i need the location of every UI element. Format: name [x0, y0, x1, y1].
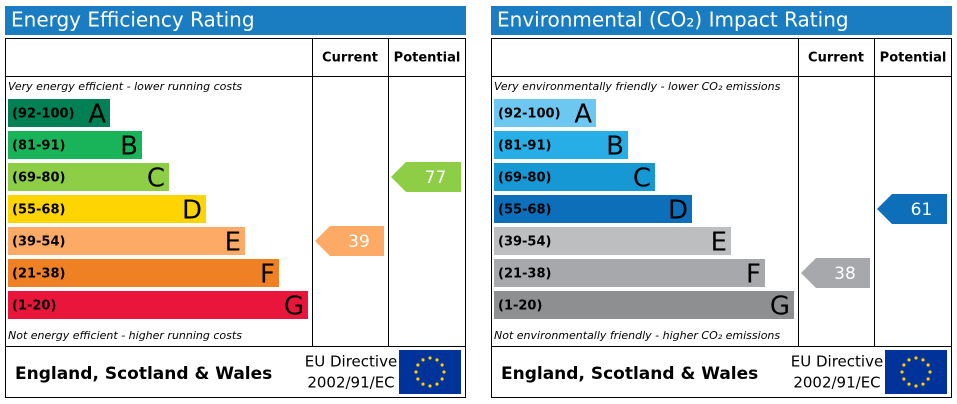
eu-star: [921, 382, 925, 386]
band: [8, 227, 245, 255]
rating-value: 77: [425, 168, 447, 188]
eu-star: [421, 358, 425, 362]
eu-star: [900, 370, 904, 374]
band-letter: E: [711, 228, 727, 258]
band: [8, 195, 206, 223]
band-letter: A: [88, 100, 106, 130]
band-letter: C: [147, 164, 165, 194]
eu-star: [914, 356, 918, 360]
title: Energy Efficiency Rating: [11, 8, 255, 32]
title-bar: [491, 6, 952, 35]
band-range: (21-38): [498, 267, 551, 282]
eu-star: [428, 356, 432, 360]
band-range: (39-54): [12, 235, 65, 250]
rating-value: 39: [348, 232, 370, 252]
eu-star: [921, 358, 925, 362]
band: [8, 131, 142, 159]
eu-star: [440, 363, 444, 367]
band-letter: B: [120, 132, 138, 162]
band: [494, 195, 692, 223]
directive: EU Directive: [791, 353, 883, 371]
column-header: Current: [322, 51, 378, 66]
band-letter: A: [574, 100, 592, 130]
band-range: (1-20): [12, 299, 56, 314]
rating-value: 38: [834, 264, 856, 284]
band-range: (92-100): [498, 107, 561, 122]
title-bar: [5, 6, 466, 35]
band-range: (92-100): [12, 107, 75, 122]
frame: [5, 38, 466, 398]
band-letter: E: [225, 228, 241, 258]
band-letter: B: [606, 132, 624, 162]
column-header: Potential: [394, 51, 461, 66]
band-range: (81-91): [498, 139, 551, 154]
rating-arrow: [315, 226, 384, 256]
band: [8, 259, 279, 287]
band: [494, 291, 794, 319]
directive: 2002/91/EC: [307, 374, 394, 392]
band-range: (1-20): [498, 299, 542, 314]
frame: [491, 38, 952, 398]
band-range: (81-91): [12, 139, 65, 154]
band: [494, 259, 765, 287]
eu-star: [416, 363, 420, 367]
eu-star: [442, 370, 446, 374]
band-range: (55-68): [12, 203, 65, 218]
band: [494, 99, 596, 127]
rating-value: 61: [911, 200, 933, 220]
eu-star: [926, 377, 930, 381]
eu-star: [907, 382, 911, 386]
eu-star: [914, 384, 918, 388]
rating-arrow: [877, 194, 947, 224]
column-header: Potential: [880, 51, 947, 66]
band-letter: D: [182, 196, 202, 226]
directive: 2002/91/EC: [793, 374, 880, 392]
band-range: (69-80): [12, 171, 65, 186]
region: England, Scotland & Wales: [15, 364, 272, 384]
eu-star: [435, 382, 439, 386]
band: [494, 227, 731, 255]
bottom-note: Not environmentally friendly - higher CO…: [494, 329, 780, 342]
eu-star: [440, 377, 444, 381]
band-range: (55-68): [498, 203, 551, 218]
eu-star: [926, 363, 930, 367]
eu-star: [928, 370, 932, 374]
eu-star: [414, 370, 418, 374]
band-range: (39-54): [498, 235, 551, 250]
band: [8, 291, 308, 319]
band-letter: C: [633, 164, 651, 194]
eu-star: [435, 358, 439, 362]
band: [494, 131, 628, 159]
bottom-note: Not energy efficient - higher running co…: [8, 329, 242, 342]
top-note: Very environmentally friendly - lower CO…: [494, 80, 781, 93]
band: [8, 99, 110, 127]
band-letter: F: [260, 260, 275, 290]
band-letter: G: [770, 292, 790, 322]
eu-star: [902, 363, 906, 367]
column-header: Current: [808, 51, 864, 66]
band-range: (69-80): [498, 171, 551, 186]
rating-arrow: [391, 162, 461, 192]
band: [494, 163, 655, 191]
eu-star: [416, 377, 420, 381]
band-letter: D: [668, 196, 688, 226]
top-note: Very energy efficient - lower running co…: [8, 80, 242, 93]
title: Environmental (CO₂) Impact Rating: [497, 8, 849, 32]
region: England, Scotland & Wales: [501, 364, 758, 384]
eu-star: [907, 358, 911, 362]
eu-star: [428, 384, 432, 388]
eu-star: [902, 377, 906, 381]
directive: EU Directive: [305, 353, 397, 371]
eu-star: [421, 382, 425, 386]
band: [8, 163, 169, 191]
band-range: (21-38): [12, 267, 65, 282]
rating-arrow: [801, 258, 870, 288]
band-letter: G: [284, 292, 304, 322]
band-letter: F: [746, 260, 761, 290]
